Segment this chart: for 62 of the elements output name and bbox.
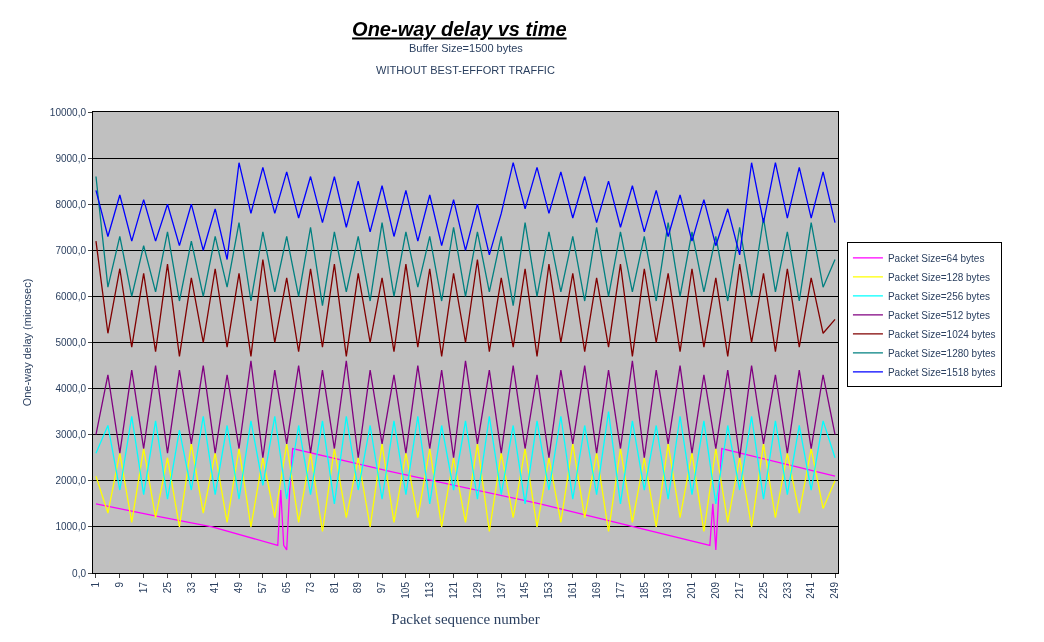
x-tick-label: 73	[304, 581, 316, 594]
x-tick-label: 105	[400, 581, 412, 599]
x-tick-label: 121	[447, 581, 459, 599]
y-tick-label: 9000,0	[55, 152, 87, 164]
chart-subtitle: Buffer Size=1500 bytes	[409, 42, 524, 54]
line-series	[95, 175, 836, 307]
x-tick-label: 81	[328, 581, 340, 594]
x-tick-label: 41	[209, 581, 221, 594]
y-tick-label: 8000,0	[55, 198, 87, 210]
x-tick-label: 9	[114, 581, 126, 588]
x-tick-label: 161	[567, 581, 579, 599]
text: WITHOUT BEST-EFFORT TRAFFIC	[376, 64, 555, 76]
x-tick-label: 217	[733, 581, 745, 599]
x-tick-label: 153	[543, 581, 555, 599]
x-tick-label: 233	[781, 581, 793, 599]
legend-label: Packet Size=1024 bytes	[887, 328, 996, 340]
x-tick-label: 177	[614, 581, 626, 599]
legend-label: Packet Size=64 bytes	[887, 252, 985, 264]
y-tick-label: 2000,0	[55, 475, 87, 487]
x-tick-label: 25	[161, 581, 173, 594]
x-tick-label: 129	[471, 581, 483, 599]
y-tick-label: 3000,0	[55, 429, 87, 441]
line-series	[95, 162, 836, 261]
x-tick-label: 241	[805, 581, 817, 599]
legend-label: Packet Size=1280 bytes	[887, 347, 996, 359]
line-series	[95, 240, 836, 357]
x-tick-label: 201	[686, 581, 698, 599]
x-tick-label: 169	[590, 581, 602, 599]
x-tick-label: 225	[757, 581, 769, 599]
legend-label: Packet Size=512 bytes	[887, 309, 990, 321]
x-tick-label: 97	[376, 581, 388, 594]
x-tick-label: 113	[423, 581, 435, 598]
x-tick-label: 193	[662, 581, 674, 599]
legend-label: Packet Size=1518 bytes	[887, 366, 996, 378]
x-tick-label: 249	[829, 581, 841, 599]
y-axis-title: One-way delay (microsec)	[21, 278, 34, 407]
x-tick-label: 49	[233, 581, 245, 594]
x-tick-label: 89	[352, 581, 364, 594]
y-tick-label: 5000,0	[55, 337, 87, 348]
x-tick-label: 137	[495, 581, 507, 599]
x-tick-label: 145	[519, 581, 531, 599]
y-tick-label: 7000,0	[55, 244, 87, 256]
legend-label: Packet Size=256 bytes	[887, 290, 990, 302]
x-tick-label: 65	[280, 581, 292, 594]
x-tick-label: 1	[90, 581, 102, 588]
y-tick-label: 0,0	[72, 567, 87, 579]
x-tick-label: 185	[638, 581, 650, 599]
x-tick-label: 17	[137, 581, 149, 594]
x-axis-title: Packet sequence number	[391, 610, 540, 627]
y-tick-label: 1000,0	[55, 521, 87, 533]
line-series	[95, 360, 836, 459]
line-series	[95, 443, 836, 533]
y-tick-label: 10000,0	[49, 106, 87, 118]
y-tick-label: 4000,0	[55, 383, 87, 395]
line-series	[95, 447, 836, 551]
line-series	[95, 411, 836, 505]
x-tick-label: 33	[185, 581, 197, 594]
legend-label: Packet Size=128 bytes	[887, 271, 990, 283]
x-tick-label: 57	[257, 581, 269, 594]
x-tick-label: 209	[710, 581, 722, 599]
y-tick-label: 6000,0	[55, 290, 87, 302]
chart-title: One-way delay vs time	[352, 18, 567, 41]
